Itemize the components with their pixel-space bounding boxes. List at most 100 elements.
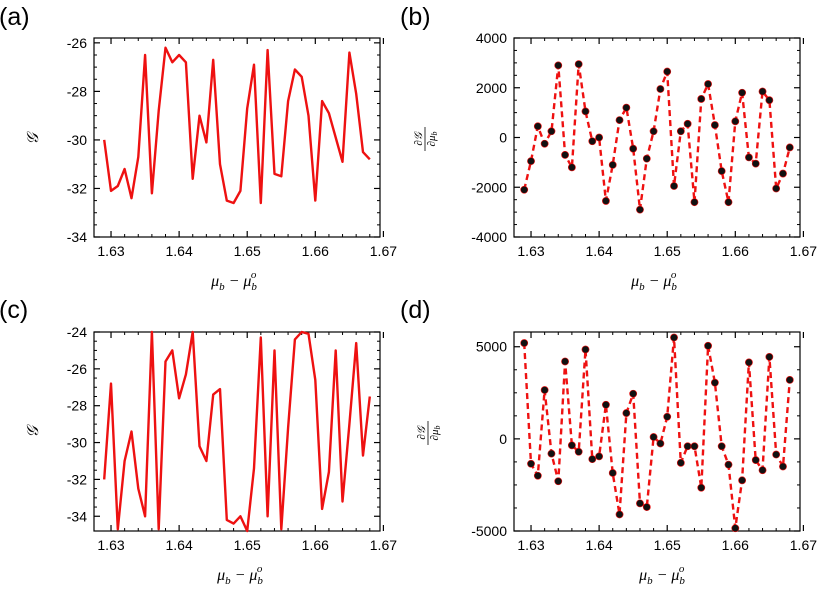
x-tick-label: 1.63 <box>517 243 544 259</box>
data-point <box>779 462 787 471</box>
x-axis-label-b: μb − μbo <box>630 269 677 293</box>
data-point <box>710 378 719 387</box>
data-point <box>567 163 576 172</box>
plot-c: 1.63 1.64 1.65 1.66 1.67 -34 -32 -30 -28 -26 -24 <box>67 324 397 553</box>
x-tick-label: 1.64 <box>165 243 192 259</box>
x-tick-label: 1.66 <box>302 537 329 553</box>
data-point <box>608 160 617 169</box>
series-line <box>103 330 371 533</box>
y-tick-label: -32 <box>67 180 87 196</box>
x-tick-label: 1.63 <box>517 537 544 553</box>
data-point <box>533 122 542 131</box>
y-tick-label: -26 <box>67 35 87 51</box>
y-axis-label-b: ∂𝒢 ∂μb <box>413 127 439 151</box>
data-point <box>738 88 747 97</box>
data-point <box>765 352 774 361</box>
data-point <box>636 205 644 214</box>
panel-label-a: (a) <box>0 3 30 31</box>
data-point <box>745 358 753 367</box>
data-point <box>540 386 549 394</box>
panel-label-d: (d) <box>400 296 431 324</box>
y-tick-label: -5000 <box>471 523 507 539</box>
data-point <box>704 341 712 350</box>
series-line <box>523 62 791 211</box>
data-point <box>574 60 583 69</box>
data-point <box>622 409 631 417</box>
x-axis-label-c: μb − μbo <box>216 563 263 587</box>
x-tick-label: 1.64 <box>165 537 192 553</box>
data-point <box>745 153 753 162</box>
data-point <box>663 412 672 421</box>
data-point <box>602 400 610 409</box>
panel-c: (c) 1.63 1.64 1.65 1.66 1.67 -34 -32 -30 -28 -26 -… <box>0 296 397 587</box>
plot-frame <box>513 331 801 532</box>
x-tick-label: 1.64 <box>585 243 612 259</box>
data-point <box>608 469 617 477</box>
data-point <box>622 103 631 112</box>
data-point <box>629 389 638 398</box>
data-point <box>629 144 638 153</box>
y-tick-label: -2000 <box>471 179 507 195</box>
y-tick-label: 0 <box>499 130 507 146</box>
data-point <box>779 169 787 178</box>
data-point <box>602 197 610 205</box>
panel-label-c: (c) <box>0 296 28 324</box>
y-tick-label: -28 <box>67 398 87 414</box>
y-tick-label: -34 <box>67 508 87 524</box>
data-point <box>772 450 781 459</box>
y-tick-label: -32 <box>67 471 87 487</box>
data-point <box>588 455 597 464</box>
x-axis-label-a: μb − μbo <box>210 269 257 293</box>
data-point <box>751 159 760 168</box>
data-point <box>670 333 678 342</box>
data-point <box>554 477 563 486</box>
data-point <box>656 85 665 93</box>
data-point <box>710 121 719 129</box>
data-point <box>690 198 699 207</box>
svg-text:∂μb: ∂μb <box>429 426 442 441</box>
data-point <box>704 80 712 88</box>
x-tick-label: 1.65 <box>654 537 681 553</box>
x-tick-label: 1.63 <box>97 243 124 259</box>
plot-frame <box>93 331 381 532</box>
data-point <box>642 503 651 511</box>
data-point <box>574 447 583 456</box>
data-point <box>649 127 658 136</box>
y-axis-label-c: 𝒢 <box>25 424 42 438</box>
data-point <box>785 143 794 152</box>
data-point <box>588 137 597 146</box>
data-point <box>649 433 658 441</box>
data-point <box>656 439 665 448</box>
y-axis-label-a: 𝒢 <box>25 131 42 145</box>
x-tick-label: 1.67 <box>370 243 397 259</box>
y-tick-label: -28 <box>67 83 87 99</box>
data-point <box>724 460 733 469</box>
x-tick-label: 1.66 <box>722 243 749 259</box>
data-point <box>772 184 781 193</box>
data-point <box>731 117 740 126</box>
data-point <box>683 442 692 451</box>
data-point <box>540 139 549 148</box>
svg-text:∂𝒢: ∂𝒢 <box>416 424 428 439</box>
data-point <box>676 458 685 467</box>
data-point <box>615 510 624 519</box>
x-tick-label: 1.67 <box>790 537 817 553</box>
x-tick-label: 1.65 <box>234 243 261 259</box>
data-point <box>636 499 644 508</box>
y-tick-label: -30 <box>67 435 87 451</box>
x-tick-label: 1.66 <box>722 537 749 553</box>
series-line <box>523 336 791 530</box>
y-tick-label: -24 <box>67 324 87 340</box>
data-point <box>765 96 774 105</box>
x-axis-label-d: μb − μbo <box>638 563 685 587</box>
data-point <box>642 154 651 163</box>
data-point <box>527 157 535 166</box>
data-point <box>595 452 604 461</box>
data-point <box>724 198 733 207</box>
panel-d: (d) 1.63 1.64 1.65 1.66 1.67 -5000 0 5000 μb − … <box>400 296 817 587</box>
data-point <box>697 95 706 103</box>
data-point <box>697 483 706 492</box>
data-point <box>717 167 726 175</box>
x-tick-label: 1.66 <box>302 243 329 259</box>
